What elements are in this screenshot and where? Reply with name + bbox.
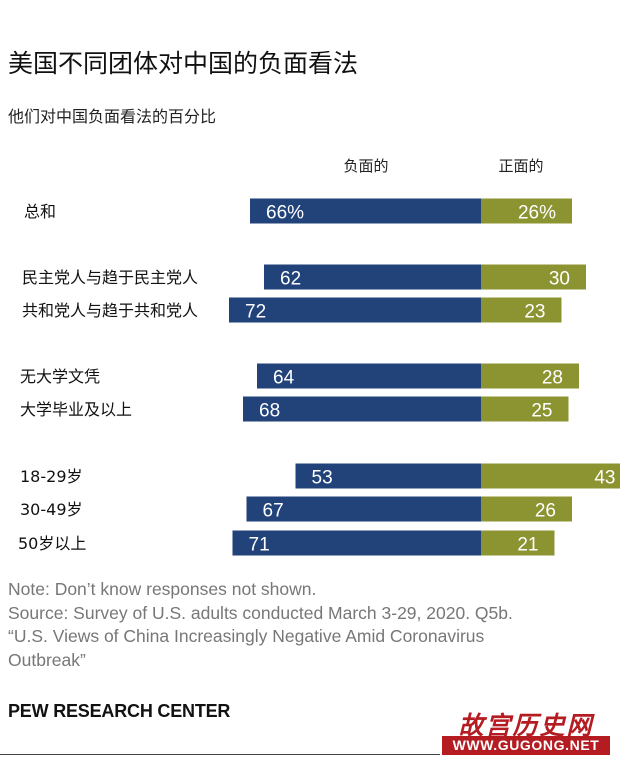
bar-negative [232, 530, 481, 556]
category-label: 无大学文凭 [20, 367, 100, 386]
data-label-negative: 62 [280, 269, 301, 290]
report-title-line1: “U.S. Views of China Increasingly Negati… [8, 626, 485, 646]
category-label: 共和党人与趋于共和党人 [22, 301, 198, 320]
category-label: 18-29岁 [20, 467, 83, 486]
data-label-positive: 21 [517, 535, 538, 556]
brand-logo: PEW RESEARCH CENTER [8, 701, 231, 721]
data-label-negative: 68 [259, 401, 280, 422]
data-label-positive: 30 [549, 269, 570, 290]
bar-positive [481, 264, 586, 290]
bar-negative [250, 198, 481, 224]
watermark-url: WWW.GUGONG.NET [442, 736, 610, 755]
bar-negative [243, 396, 481, 422]
bar-positive [481, 530, 555, 556]
bar-negative [246, 496, 481, 522]
bar-positive [481, 198, 572, 224]
category-label: 大学毕业及以上 [20, 400, 132, 419]
data-label-positive: 26% [518, 203, 556, 224]
data-label-negative: 64 [273, 368, 295, 389]
bar-negative [229, 297, 481, 323]
data-label-negative: 71 [249, 535, 270, 556]
data-label-negative: 66% [266, 203, 304, 224]
chart-subtitle: 他们对中国负面看法的百分比 [8, 107, 217, 126]
category-label: 民主党人与趋于民主党人 [22, 268, 198, 287]
watermark: 故宫历史网 WWW.GUGONG.NET [442, 706, 610, 758]
category-label: 总和 [24, 202, 56, 221]
legend-positive: 正面的 [498, 157, 543, 175]
bar-positive [481, 297, 562, 323]
bottom-rule [0, 754, 440, 755]
source-text: Source: Survey of U.S. adults conducted … [8, 602, 513, 623]
data-label-positive: 25 [531, 401, 552, 422]
category-label: 50岁以上 [18, 534, 86, 553]
data-label-negative: 67 [263, 501, 284, 522]
bar-negative [295, 463, 481, 489]
chart-title: 美国不同团体对中国的负面看法 [8, 49, 359, 78]
chart-notes: Note: Don’t know responses not shown. So… [8, 578, 613, 672]
data-label-positive: 26 [535, 501, 556, 522]
bar-positive [481, 463, 620, 489]
data-label-negative: 72 [245, 302, 266, 323]
data-label-positive: 23 [524, 302, 545, 323]
data-label-positive: 28 [542, 368, 563, 389]
bar-negative [264, 264, 481, 290]
watermark-title: 故宫历史网 [458, 711, 594, 740]
bar-positive [481, 496, 572, 522]
category-label: 30-49岁 [20, 500, 83, 519]
bar-positive [481, 363, 579, 389]
data-label-negative: 53 [312, 468, 333, 489]
data-label-positive: 43 [594, 468, 615, 489]
bar-positive [481, 396, 569, 422]
bar-negative [257, 363, 481, 389]
note-text: Note: Don’t know responses not shown. [8, 579, 317, 599]
report-title-line2: Outbreak” [8, 649, 86, 670]
legend-negative: 负面的 [343, 157, 388, 175]
